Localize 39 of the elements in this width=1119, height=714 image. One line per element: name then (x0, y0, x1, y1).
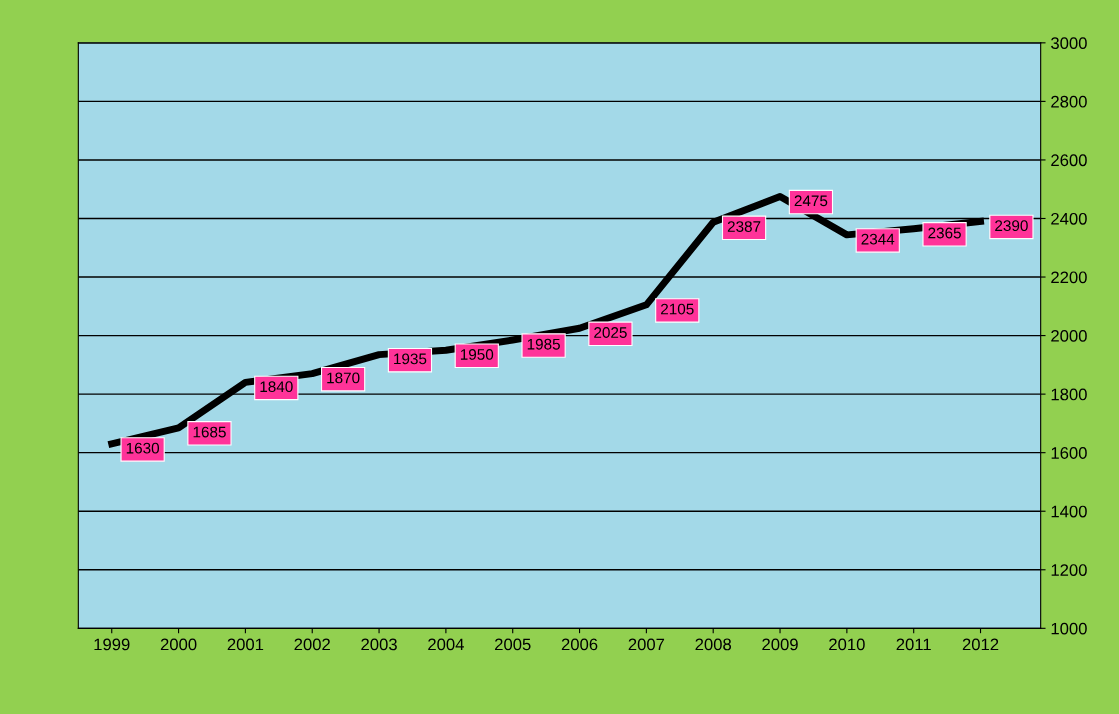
x-tick-label: 2009 (762, 638, 798, 651)
x-tick-label: 2011 (896, 638, 931, 651)
y-tick-label: 3000 (1051, 37, 1087, 50)
x-tick-label: 2007 (628, 638, 665, 651)
data-label: 2105 (661, 303, 694, 315)
data-label: 2365 (928, 227, 961, 239)
y-tick-label: 2200 (1051, 271, 1087, 284)
data-label: 1950 (460, 349, 494, 360)
data-label: 2387 (727, 221, 761, 232)
x-tick-label: 2000 (160, 638, 197, 651)
y-tick-label: 2000 (1051, 329, 1087, 342)
y-tick-label: 1000 (1051, 622, 1087, 635)
y-tick-label: 1800 (1051, 388, 1087, 401)
y-tick-label: 2400 (1051, 212, 1087, 225)
x-tick-label: 2006 (561, 638, 598, 651)
y-tick-label: 2800 (1051, 95, 1087, 108)
data-label: 1870 (327, 372, 360, 384)
y-tick-label: 2600 (1051, 154, 1087, 167)
data-label: 1685 (193, 426, 226, 438)
y-tick-label: 1600 (1051, 447, 1087, 459)
x-tick-label: 1999 (94, 638, 130, 651)
data-label: 2475 (794, 195, 828, 207)
x-tick-label: 2003 (361, 638, 397, 651)
x-tick-label: 2005 (495, 638, 531, 651)
x-tick-label: 2002 (294, 638, 330, 651)
data-label: 2344 (861, 233, 895, 245)
data-label: 1935 (394, 353, 427, 365)
data-label: 1630 (126, 442, 160, 454)
data-label: 2025 (594, 327, 627, 338)
data-label: 2390 (995, 220, 1028, 232)
x-tick-label: 2008 (695, 638, 732, 651)
x-tick-label: 2010 (829, 638, 865, 651)
y-tick-label: 1200 (1051, 564, 1087, 576)
x-tick-label: 2004 (428, 638, 464, 651)
data-label: 1985 (527, 338, 560, 350)
data-label: 1840 (260, 381, 293, 393)
x-tick-label: 2001 (227, 638, 264, 651)
y-tick-label: 1400 (1051, 505, 1087, 518)
x-tick-label: 2012 (962, 638, 999, 651)
